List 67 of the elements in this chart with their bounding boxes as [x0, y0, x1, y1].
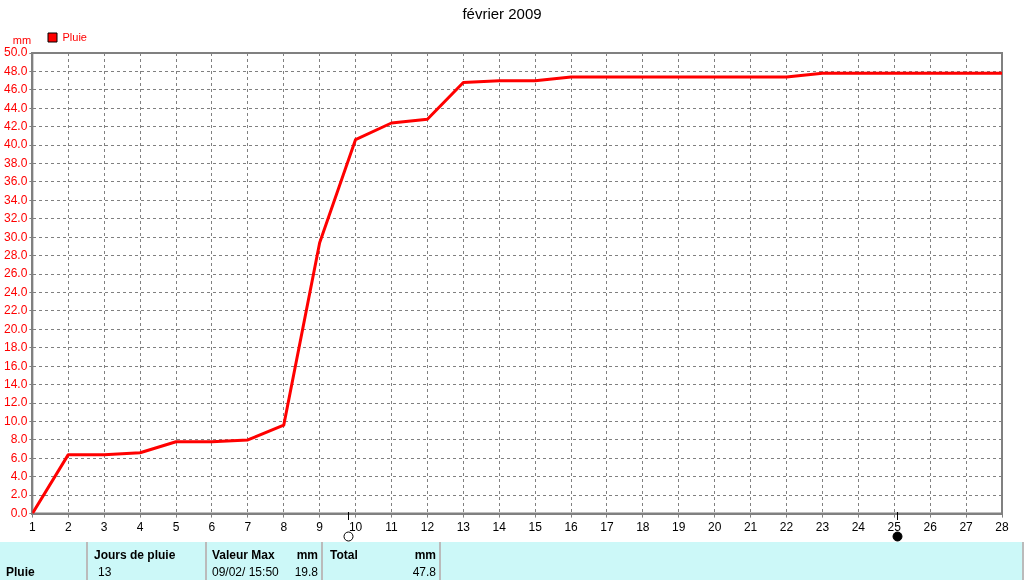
y-tick-label: 38.0	[4, 155, 28, 170]
y-tick-label: 4.0	[10, 469, 28, 484]
x-tick-label: 21	[743, 520, 758, 535]
y-tick-label: 26.0	[4, 266, 28, 281]
x-tick-label: 9	[316, 520, 324, 535]
y-tick-label: 30.0	[4, 229, 28, 244]
x-tick-label: 5	[172, 520, 180, 535]
x-tick-label: 18	[636, 520, 650, 535]
x-tick-label: 16	[564, 520, 579, 535]
x-tick-label: 4	[136, 520, 144, 535]
y-tick-label: 10.0	[4, 413, 28, 428]
x-tick-label: 28	[995, 520, 1009, 535]
y-tick-label: 12.0	[4, 395, 28, 410]
x-tick-label: 11	[385, 520, 399, 535]
text: Total	[330, 548, 358, 562]
x-tick-label: 6	[208, 520, 216, 535]
y-tick-label: 44.0	[4, 100, 28, 115]
x-tick-label: 1	[29, 520, 37, 535]
y-tick-label: 24.0	[4, 284, 28, 299]
y-tick-label: 40.0	[4, 137, 28, 152]
x-tick-label: 12	[420, 520, 435, 535]
x-tick-label: 10	[348, 520, 363, 535]
x-tick-label: 25	[887, 520, 902, 535]
text: 47.8	[412, 565, 436, 579]
y-tick-label: 34.0	[4, 192, 28, 207]
x-tick-label: 14	[492, 520, 507, 535]
text: 09/02/ 15:50	[212, 565, 279, 579]
x-tick-label: 24	[851, 520, 866, 535]
y-tick-label: 48.0	[4, 63, 28, 78]
x-tick-label: 7	[244, 520, 252, 535]
x-tick-label: 19	[672, 520, 686, 535]
y-tick-label: 22.0	[4, 303, 28, 318]
text: 13	[98, 565, 112, 579]
x-tick-label: 27	[959, 520, 974, 535]
y-tick-label: 28.0	[4, 247, 28, 262]
y-tick-label: 42.0	[4, 119, 28, 134]
x-tick-label: 17	[600, 520, 614, 535]
y-tick-label: 14.0	[4, 376, 28, 391]
y-tick-label: 16.0	[4, 358, 28, 373]
x-tick-label: 13	[456, 520, 471, 535]
x-tick-label: 22	[779, 520, 794, 535]
y-tick-label: 32.0	[4, 211, 28, 226]
text: Pluie	[6, 565, 35, 579]
y-tick-label: 8.0	[10, 432, 28, 447]
x-tick-label: 2	[64, 520, 72, 535]
y-tick-label: 18.0	[4, 340, 28, 355]
x-tick-label: 26	[923, 520, 938, 535]
y-tick-label: 20.0	[4, 321, 28, 336]
y-tick-label: 46.0	[4, 82, 28, 97]
legend-label: Pluie	[62, 30, 87, 43]
text: Valeur Max	[212, 548, 275, 562]
y-tick-label: 2.0	[10, 487, 28, 502]
y-tick-label: 36.0	[4, 174, 28, 189]
y-tick-label: 6.0	[10, 450, 28, 465]
x-tick-label: 20	[708, 520, 722, 535]
y-tick-label: 0.0	[10, 505, 28, 520]
text: Jours de pluie	[94, 548, 176, 562]
text: 19.8	[294, 565, 318, 579]
text: mm	[414, 548, 436, 562]
x-tick-label: 8	[280, 520, 288, 535]
x-tick-label: 3	[100, 520, 108, 535]
y-tick-label: 50.0	[4, 45, 28, 60]
x-tick-label: 23	[815, 520, 830, 535]
x-tick-label: 15	[528, 520, 543, 535]
chart-title: février 2009	[462, 5, 542, 23]
text: mm	[296, 548, 318, 562]
y-axis-title: mm	[12, 34, 32, 47]
